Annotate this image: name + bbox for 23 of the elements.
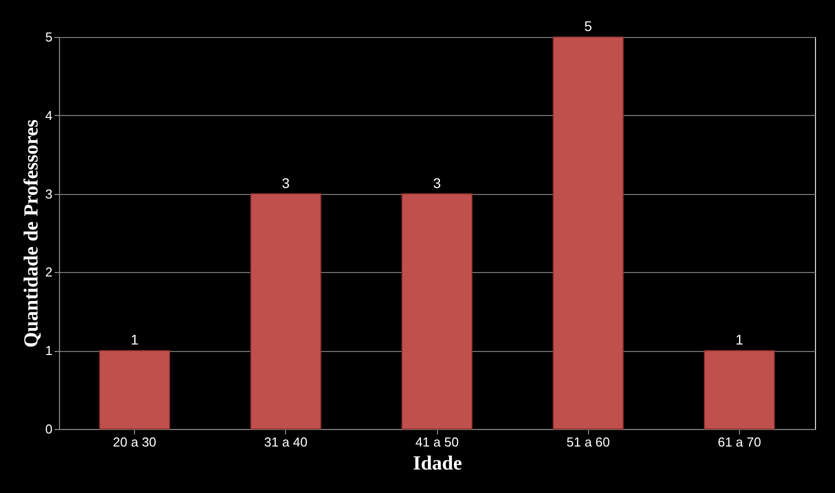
bar bbox=[99, 350, 170, 430]
y-tick-label: 4 bbox=[45, 108, 52, 123]
x-tick-label: 31 a 40 bbox=[264, 434, 308, 450]
y-tick-label: 0 bbox=[45, 422, 52, 436]
y-axis-title: Quantidade de Professores bbox=[20, 119, 42, 348]
x-tick-label: 41 a 50 bbox=[415, 434, 459, 450]
data-label: 3 bbox=[433, 174, 442, 191]
bar bbox=[250, 193, 322, 430]
data-label: 1 bbox=[736, 332, 744, 348]
x-tick-label: 51 a 60 bbox=[566, 434, 610, 450]
data-label: 1 bbox=[130, 332, 139, 348]
x-tick-label: 20 a 30 bbox=[112, 434, 156, 450]
x-axis-title: Idade bbox=[413, 452, 462, 474]
y-tick-label: 3 bbox=[45, 186, 52, 202]
y-tick-label: 1 bbox=[45, 343, 52, 358]
data-label: 3 bbox=[282, 174, 290, 191]
x-tick-label: 61 a 70 bbox=[718, 434, 762, 450]
bar bbox=[552, 36, 624, 430]
data-label: 5 bbox=[584, 18, 592, 34]
y-tick-label: 2 bbox=[45, 264, 52, 280]
y-tick-label: 5 bbox=[45, 30, 52, 44]
bar bbox=[704, 350, 775, 430]
bar bbox=[402, 193, 472, 430]
